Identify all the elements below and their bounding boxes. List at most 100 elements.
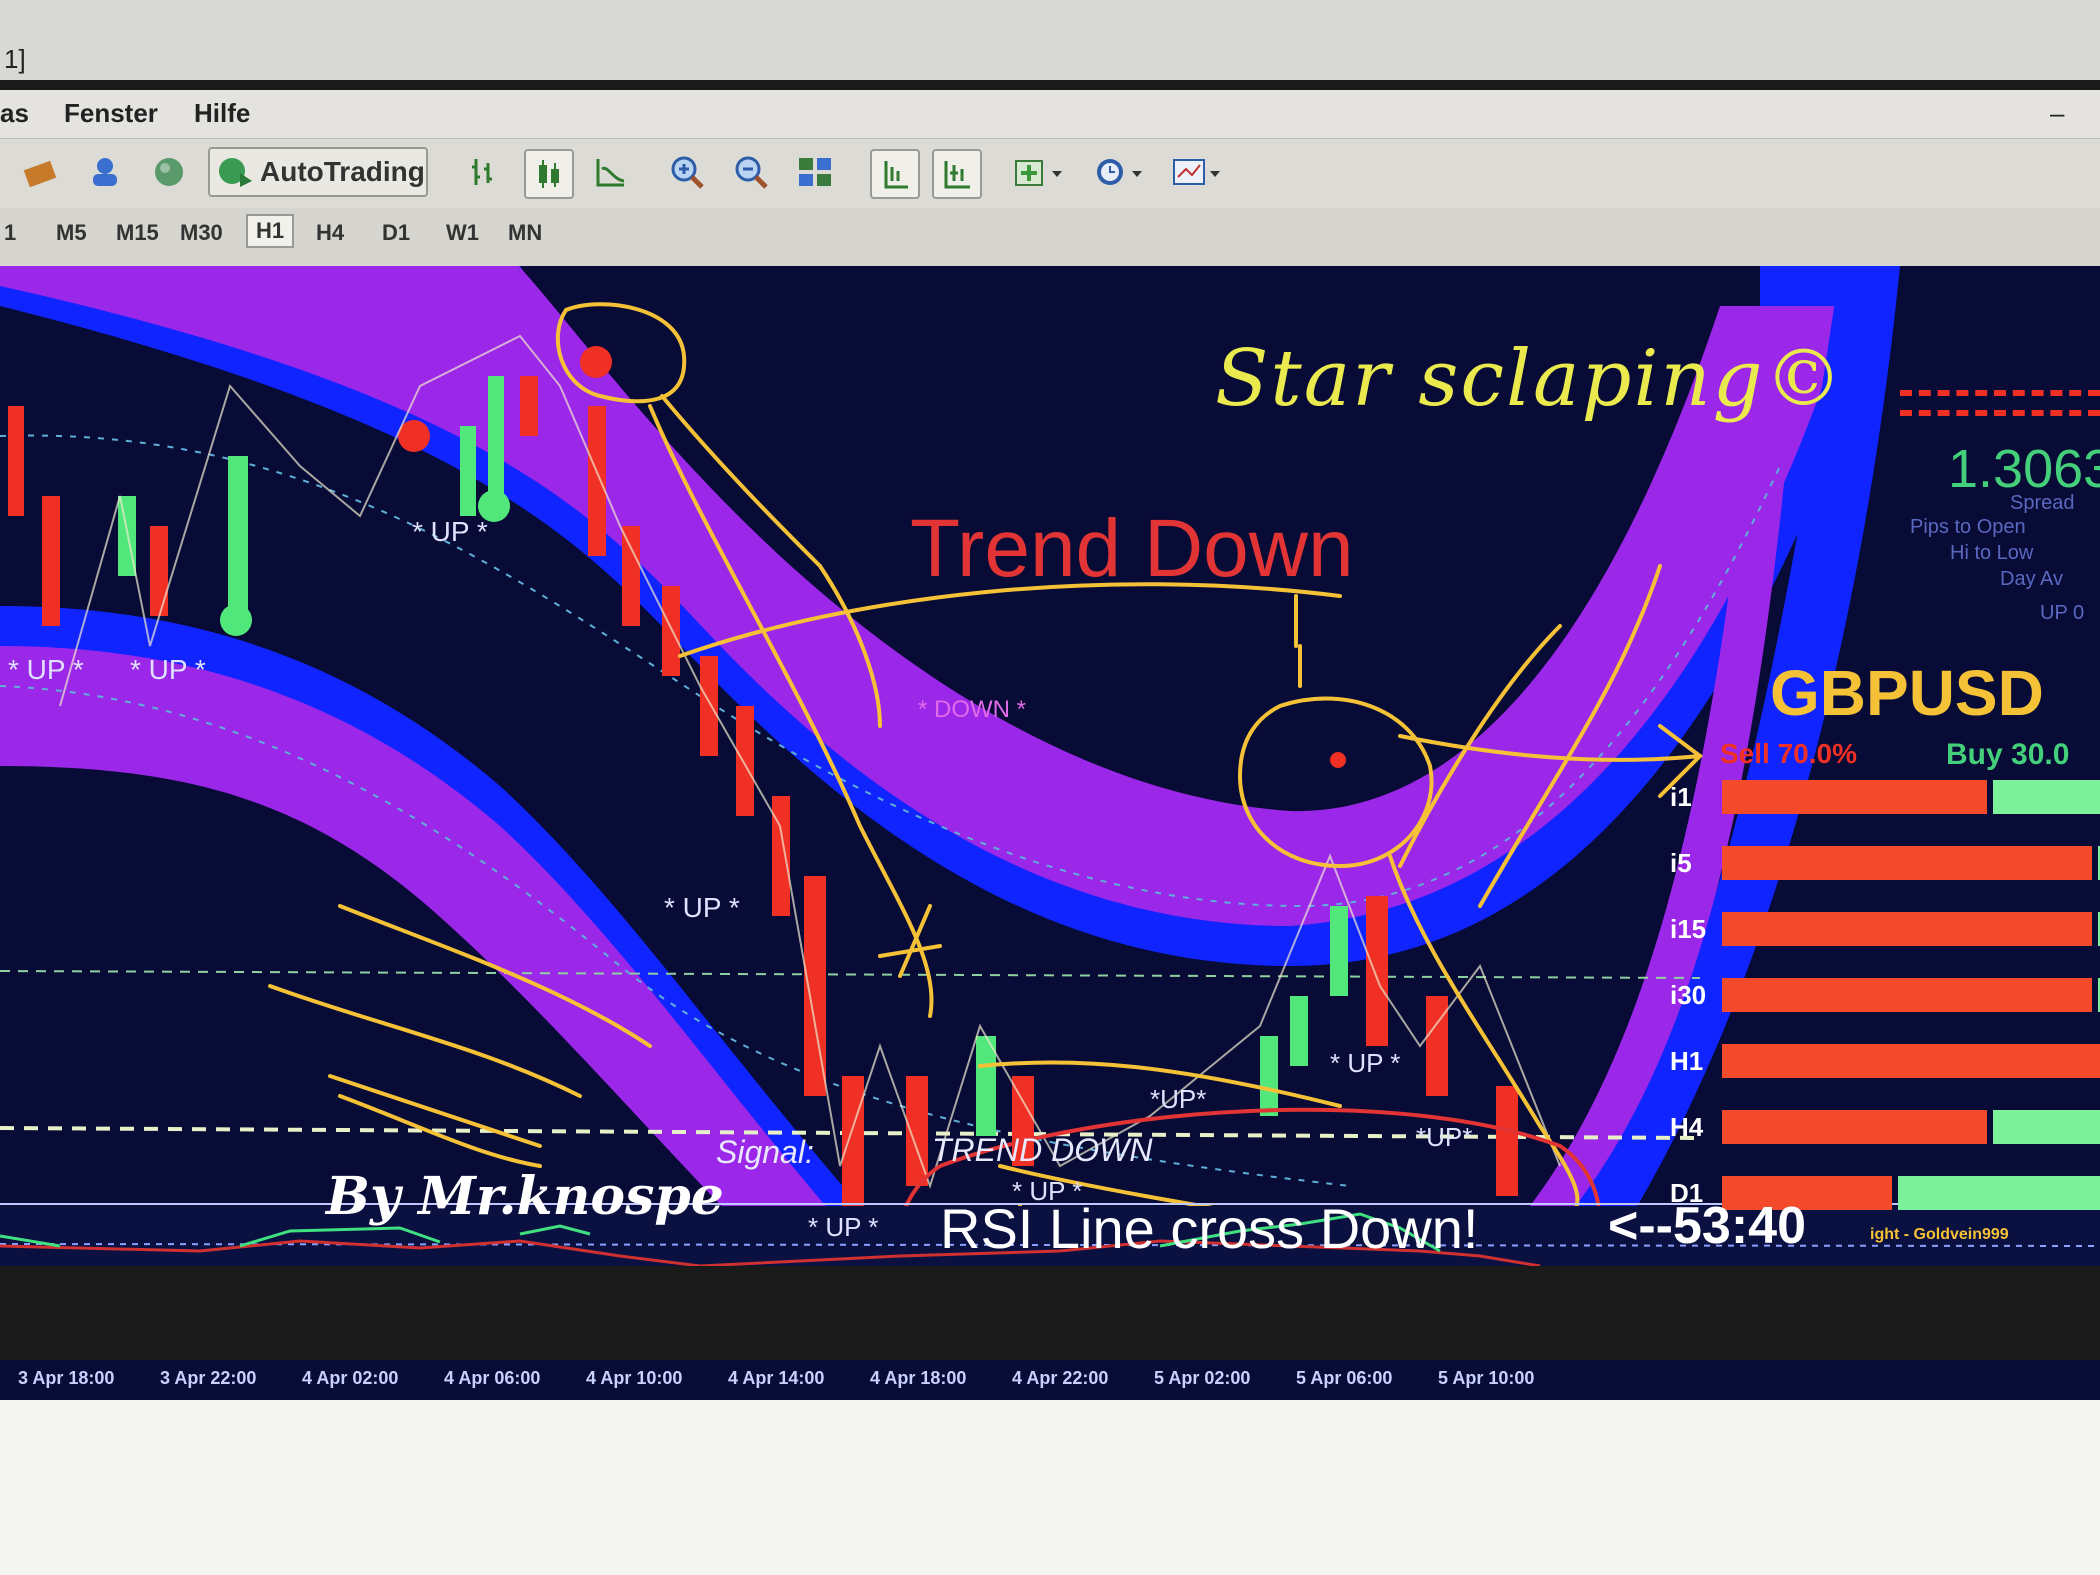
timeframe-m1[interactable]: 1 — [4, 220, 17, 245]
candle-green — [1290, 996, 1308, 1066]
lower-guide-dashed — [0, 685, 1351, 1187]
brand-dashes — [1900, 390, 2100, 404]
timeframe-mn[interactable]: MN — [508, 220, 543, 245]
sell-percent: Sell 70.0% — [1720, 738, 1857, 769]
candle-red — [662, 586, 680, 676]
price-readout: 1.3063 — [1948, 439, 2100, 499]
zoom-out-icon[interactable] — [728, 149, 774, 195]
horizontal-level-1 — [0, 970, 1701, 979]
buy-strength-bar — [2098, 846, 2100, 880]
autotrading-button[interactable]: AutoTrading — [208, 147, 428, 197]
menu-item-fenster[interactable]: Fenster — [64, 98, 158, 128]
annotation-arrow-right — [1398, 724, 1704, 798]
candle-countdown: <--53:40 — [1608, 1197, 1806, 1255]
indicators-menu-icon[interactable] — [1010, 149, 1070, 195]
open-folder-icon[interactable] — [18, 149, 64, 195]
rsi-green-line — [0, 1212, 1441, 1253]
timeframe-row-label: H4 — [1670, 1112, 1704, 1142]
timeframe-d1[interactable]: D1 — [382, 220, 411, 245]
annotation-circle-mid — [1237, 696, 1434, 869]
time-axis-tick-label: 5 Apr 10:00 — [1438, 1368, 1535, 1388]
menu-item-hilfe[interactable]: Hilfe — [194, 98, 251, 128]
annotation-trend-down: Trend Down — [910, 503, 1354, 594]
candle-red — [842, 1076, 864, 1206]
candle-green — [976, 1036, 996, 1136]
zoom-in-icon[interactable] — [664, 149, 710, 195]
timeframe-m5[interactable]: M5 — [56, 220, 87, 245]
candle-red — [622, 526, 640, 626]
annotation-arrow-line — [660, 394, 882, 728]
price-chart[interactable]: Star_Scaping_Das Star sclaping© 1.3063 S… — [0, 266, 2100, 1266]
timeframe-row-label: i5 — [1670, 848, 1692, 878]
accounts-icon[interactable] — [82, 149, 128, 195]
candle-red — [1426, 996, 1448, 1096]
signal-up-label: * UP * — [808, 1212, 879, 1242]
candle-green — [1330, 906, 1348, 996]
copyright-label: ight - Goldvein999 — [1870, 1226, 2009, 1243]
annotation-hatch — [338, 904, 652, 1048]
line-chart-icon[interactable] — [588, 149, 634, 195]
templates-menu-icon[interactable] — [1168, 149, 1228, 195]
signal-up-label: * UP * — [130, 654, 206, 685]
signal-up-short-label: *UP* — [1150, 1084, 1207, 1114]
menu-item-extras[interactable]: as — [0, 98, 29, 128]
candle-red — [736, 706, 754, 816]
autotrading-icon — [219, 158, 252, 187]
buy-percent: Buy 30.0 — [1946, 738, 2070, 771]
signal-dot-red — [580, 346, 612, 378]
right-band-purple — [1530, 306, 1800, 1226]
timeframe-m30[interactable]: M30 — [180, 220, 223, 245]
monitor-bezel-area — [0, 1400, 2100, 1575]
signal-dot-red — [398, 420, 430, 452]
annotation-hatch — [268, 984, 582, 1098]
timeframe-row-label: i15 — [1670, 914, 1707, 944]
tile-windows-icon[interactable] — [792, 149, 838, 195]
time-axis-tick-label: 4 Apr 02:00 — [302, 1368, 399, 1388]
timeframe-h4[interactable]: H4 — [316, 220, 345, 245]
annotation-hline — [978, 1060, 1342, 1108]
sell-strength-bar — [1722, 978, 2092, 1012]
signal-prefix-label: Signal: — [716, 1134, 814, 1170]
autotrading-label: AutoTrading — [260, 156, 425, 187]
annotation-rsi-cross: RSI Line cross Down! — [940, 1197, 1479, 1260]
candle-green — [228, 456, 248, 616]
chart-shift-icon[interactable] — [932, 149, 982, 199]
annotation-diagonal — [1398, 624, 1562, 868]
signal-down-label: * DOWN * — [918, 696, 1026, 723]
sell-strength-bar — [1722, 912, 2092, 946]
signal-up-label: * UP * — [8, 654, 84, 685]
minimize-button[interactable]: – — [2050, 98, 2065, 128]
candle-red — [804, 876, 826, 1096]
candle-green — [1260, 1036, 1278, 1116]
sell-strength-bar — [1722, 846, 2092, 880]
symbol-label: GBPUSD — [1770, 657, 2044, 729]
candle-red — [772, 796, 790, 916]
timeframe-m15[interactable]: M15 — [116, 220, 159, 245]
annotation-hline — [678, 582, 1342, 658]
fast-ma-line — [59, 334, 1561, 1190]
candle-red — [42, 496, 60, 626]
candle-green — [488, 376, 504, 516]
toolbar: AutoTrading — [0, 138, 2100, 209]
bar-chart-icon[interactable] — [460, 149, 506, 195]
timeframe-w1[interactable]: W1 — [446, 220, 479, 245]
sell-strength-bar — [1722, 1176, 1892, 1210]
time-axis-tick-label: 4 Apr 10:00 — [586, 1368, 683, 1388]
signal-up-label: * UP * — [1330, 1048, 1401, 1078]
time-axis — [0, 1360, 2100, 1406]
annotation-hatch — [328, 1074, 542, 1148]
info-pips-to-open: Pips to Open — [1910, 516, 2026, 538]
info-up: UP 0 — [2040, 602, 2085, 624]
candle-green — [460, 426, 476, 516]
signal-trend-label: TREND DOWN — [932, 1132, 1153, 1168]
signal-up-label: * UP * — [412, 516, 488, 547]
annotation-arrow-line — [648, 404, 934, 1018]
annotation-small-tick — [878, 904, 942, 978]
timeframe-row-label: D1 — [1670, 1178, 1704, 1208]
globe-icon[interactable] — [146, 149, 192, 195]
periods-clock-icon[interactable] — [1090, 149, 1150, 195]
autoscroll-icon[interactable] — [870, 149, 920, 199]
timeframe-h1[interactable]: H1 — [246, 214, 295, 248]
candlestick-icon[interactable] — [524, 149, 574, 199]
